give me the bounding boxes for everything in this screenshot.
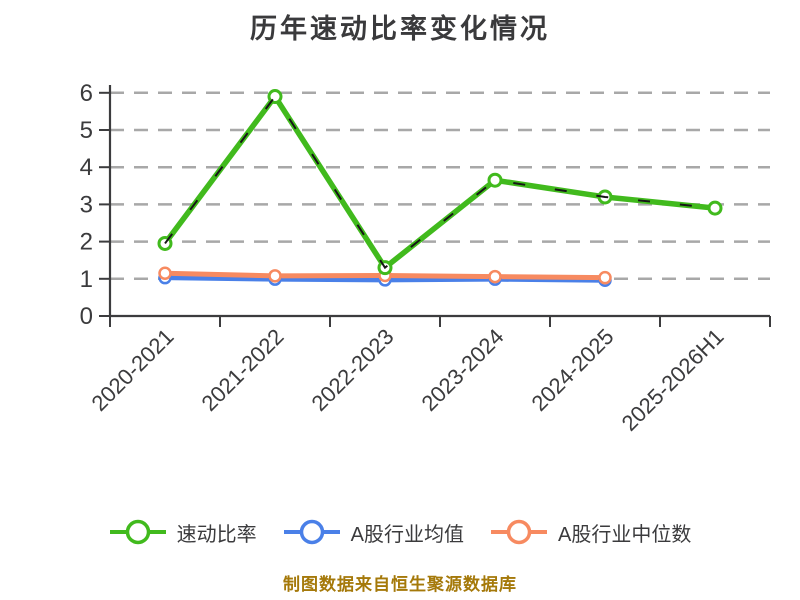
x-axis-label: 2024-2025 [526, 324, 618, 416]
legend-item: 速动比率 [109, 517, 257, 547]
legend-item: A股行业中位数 [490, 517, 691, 547]
legend-marker-icon [283, 519, 340, 545]
series-line-quick_ratio [162, 93, 718, 271]
y-tick-label: 1 [80, 266, 93, 293]
x-axis-label: 2022-2023 [306, 324, 398, 416]
series-dash-overlay [164, 94, 716, 270]
legend-label: A股行业均值 [350, 523, 464, 546]
y-tick-label: 2 [80, 229, 93, 256]
chart-title: 历年速动比率变化情况 [250, 14, 550, 44]
y-tick-label: 6 [80, 80, 93, 107]
data-point-marker-quick_ratio [707, 200, 723, 216]
data-source-note: 制图数据来自恒生聚源数据库 [283, 575, 517, 594]
y-tick-label: 0 [80, 303, 93, 330]
y-tick-label: 3 [80, 191, 93, 218]
data-point-marker-industry_median [268, 269, 282, 283]
data-point-marker-quick_ratio [487, 172, 503, 188]
y-tick-label: 4 [80, 154, 93, 181]
x-axis-label: 2023-2024 [416, 324, 508, 416]
legend-label: A股行业中位数 [558, 523, 692, 546]
legend: 速动比率 A股行业均值 A股行业中位数 [0, 517, 800, 547]
data-point-marker-industry_median [598, 270, 612, 285]
x-axis-label: 2021-2022 [196, 324, 288, 416]
legend-item: A股行业均值 [283, 517, 464, 547]
legend-marker-icon [491, 519, 547, 545]
x-axis-label: 2025-2026H1 [617, 324, 729, 436]
y-tick-label: 5 [80, 117, 93, 144]
data-point-marker-industry_median [488, 269, 502, 284]
legend-marker-icon [109, 519, 166, 545]
data-point-marker-industry_median [158, 266, 172, 280]
legend-label: 速动比率 [176, 523, 257, 546]
x-axis-label: 2020-2021 [86, 324, 178, 416]
